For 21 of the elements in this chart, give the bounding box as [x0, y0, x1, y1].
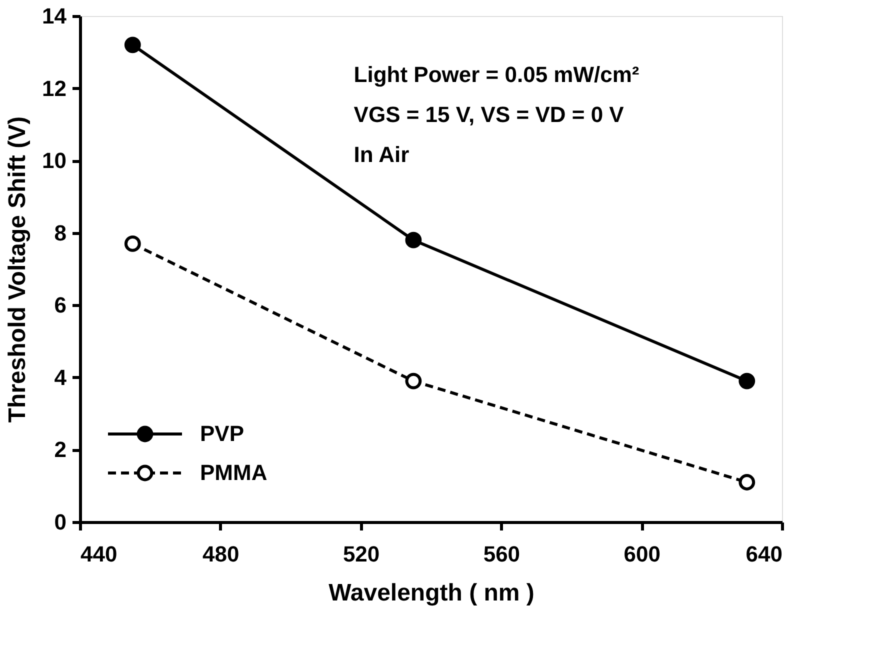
y-tick-label: 4	[54, 364, 68, 390]
y-tick-label: 6	[54, 292, 66, 318]
x-tick-label: 520	[342, 542, 380, 566]
y-tick-label: 14	[42, 4, 68, 28]
y-tick-label: 2	[54, 437, 66, 462]
x-tick-label: 640	[746, 542, 782, 566]
y-axis-title: Threshold Voltage Shift (V)	[4, 116, 32, 423]
x-tick-label: 440	[80, 542, 118, 566]
annotation: VGS = 15 V, VS = VD = 0 V	[354, 102, 624, 127]
legend-label: PVP	[200, 421, 244, 446]
y-tick-label: 8	[54, 220, 66, 246]
x-axis-title: Wavelength ( nm )	[328, 580, 534, 606]
y-tick-label: 10	[42, 148, 66, 174]
legend-label: PMMA	[200, 460, 268, 485]
annotation: Light Power = 0.05 mW/cm²	[354, 62, 640, 87]
y-tick-label: 12	[42, 76, 66, 101]
y-tick-label: 0	[54, 510, 66, 534]
x-tick-label: 600	[624, 542, 660, 566]
annotation: In Air	[354, 142, 410, 167]
x-tick-label: 480	[202, 542, 240, 566]
x-tick-label: 560	[483, 542, 520, 566]
